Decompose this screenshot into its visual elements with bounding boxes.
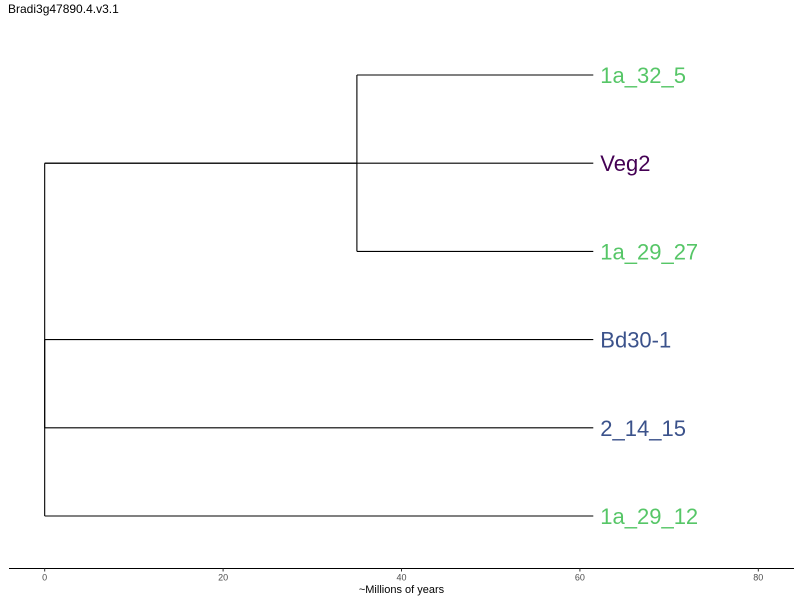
x-tick-label: 20 [218, 573, 228, 583]
leaf-label-L5: 2_14_15 [600, 416, 686, 441]
leaf-label-L6: 1a_29_12 [600, 504, 698, 529]
x-axis-ticks: 0 20 40 60 80 [42, 568, 763, 583]
x-tick-label: 60 [575, 573, 585, 583]
x-tick-label: 0 [42, 573, 47, 583]
leaf-label-L4: Bd30-1 [600, 328, 671, 353]
leaf-label-L3: 1a_29_27 [600, 239, 698, 264]
tree-branches [44, 74, 594, 517]
x-axis: 0 20 40 60 80 ~Millions of years [9, 568, 794, 596]
figure-title: Bradi3g47890.4.v3.1 [8, 2, 119, 16]
leaf-label-L2: Veg2 [600, 151, 650, 176]
x-tick-label: 40 [396, 573, 406, 583]
leaf-label-L1: 1a_32_5 [600, 63, 686, 88]
x-tick-label: 80 [753, 573, 763, 583]
leaf-labels: 1a_32_5 Veg2 1a_29_27 Bd30-1 2_14_15 1a_29_12 [600, 63, 698, 529]
x-axis-title: ~Millions of years [359, 584, 445, 596]
